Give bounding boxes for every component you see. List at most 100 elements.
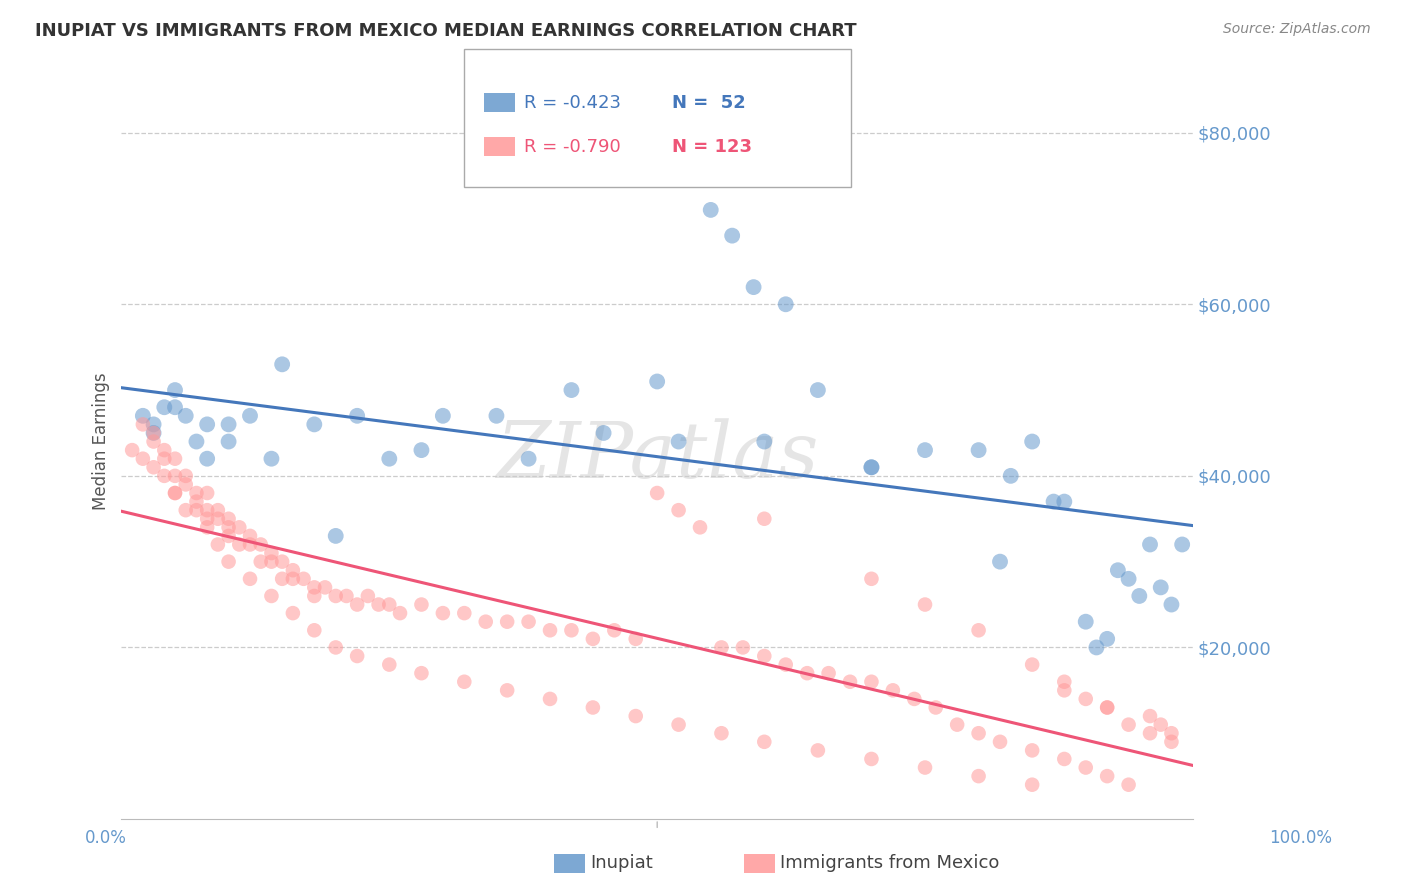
Point <box>1118 572 1140 586</box>
Point <box>195 503 218 517</box>
Point <box>260 546 283 560</box>
Point <box>689 520 711 534</box>
Point <box>186 486 208 500</box>
Point <box>132 409 155 423</box>
Point <box>271 572 294 586</box>
Point <box>668 717 690 731</box>
Point <box>174 409 197 423</box>
Point <box>281 572 304 586</box>
Point <box>281 563 304 577</box>
Point <box>195 512 218 526</box>
Point <box>582 700 605 714</box>
Point <box>218 555 240 569</box>
Point <box>914 443 936 458</box>
Point <box>1095 632 1118 646</box>
Point <box>592 425 614 440</box>
Point <box>163 486 186 500</box>
Point <box>742 280 765 294</box>
Point <box>304 581 326 595</box>
Point <box>582 632 605 646</box>
Point <box>271 555 294 569</box>
Point <box>239 529 262 543</box>
Point <box>988 555 1011 569</box>
Point <box>1118 717 1140 731</box>
Text: R = -0.423: R = -0.423 <box>524 94 621 112</box>
Text: N =  52: N = 52 <box>672 94 745 112</box>
Point <box>903 692 925 706</box>
Point <box>346 598 368 612</box>
Point <box>1171 537 1194 551</box>
Text: N = 123: N = 123 <box>672 137 752 155</box>
Point <box>1000 468 1022 483</box>
Point <box>668 434 690 449</box>
Point <box>1150 717 1173 731</box>
Point <box>645 486 668 500</box>
Point <box>967 726 990 740</box>
Point <box>304 589 326 603</box>
Point <box>249 555 271 569</box>
Point <box>207 503 229 517</box>
Point <box>775 657 797 672</box>
Point <box>218 520 240 534</box>
Point <box>914 598 936 612</box>
Point <box>882 683 904 698</box>
Point <box>1128 589 1150 603</box>
Point <box>142 425 165 440</box>
Point <box>239 409 262 423</box>
Point <box>1139 726 1161 740</box>
Point <box>153 468 176 483</box>
Point <box>142 417 165 432</box>
Point <box>142 434 165 449</box>
Point <box>367 598 389 612</box>
Point <box>453 606 475 620</box>
Point <box>754 735 776 749</box>
Text: ZIPatlas: ZIPatlas <box>496 418 818 495</box>
Point <box>474 615 496 629</box>
Text: INUPIAT VS IMMIGRANTS FROM MEXICO MEDIAN EARNINGS CORRELATION CHART: INUPIAT VS IMMIGRANTS FROM MEXICO MEDIAN… <box>35 22 856 40</box>
Point <box>860 460 883 475</box>
Point <box>335 589 357 603</box>
Point <box>645 375 668 389</box>
Point <box>496 615 519 629</box>
Point <box>699 202 721 217</box>
Point <box>988 735 1011 749</box>
Point <box>1053 674 1076 689</box>
Point <box>485 409 508 423</box>
Point <box>925 700 948 714</box>
Point <box>346 648 368 663</box>
Point <box>186 503 208 517</box>
Point <box>271 357 294 371</box>
Point <box>163 468 186 483</box>
Point <box>1021 434 1043 449</box>
Point <box>1085 640 1108 655</box>
Point <box>1118 778 1140 792</box>
Point <box>1074 615 1097 629</box>
Point <box>1042 494 1064 508</box>
Point <box>292 572 315 586</box>
Point <box>195 417 218 432</box>
Point <box>860 460 883 475</box>
Point <box>817 666 839 681</box>
Point <box>839 674 862 689</box>
Point <box>603 624 626 638</box>
Point <box>378 598 401 612</box>
Point <box>710 726 733 740</box>
Point <box>914 760 936 774</box>
Point <box>195 486 218 500</box>
Point <box>325 589 347 603</box>
Point <box>186 494 208 508</box>
Point <box>517 615 540 629</box>
Point <box>453 674 475 689</box>
Point <box>775 297 797 311</box>
Point <box>186 434 208 449</box>
Point <box>1021 657 1043 672</box>
Point <box>218 417 240 432</box>
Point <box>260 555 283 569</box>
Point <box>281 606 304 620</box>
Point <box>860 674 883 689</box>
Point <box>163 383 186 397</box>
Point <box>1021 743 1043 757</box>
Point <box>142 425 165 440</box>
Point <box>228 537 250 551</box>
Point <box>249 537 271 551</box>
